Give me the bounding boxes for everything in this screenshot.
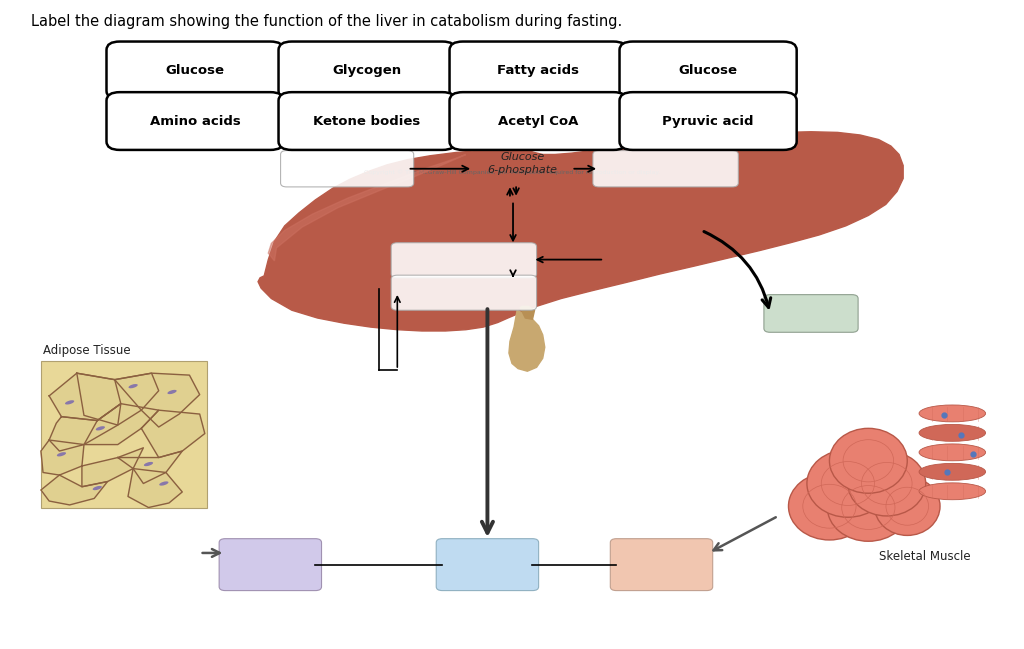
Polygon shape <box>509 310 545 371</box>
Polygon shape <box>268 154 466 261</box>
FancyBboxPatch shape <box>391 275 537 310</box>
Text: Glucose: Glucose <box>166 64 224 77</box>
FancyBboxPatch shape <box>764 295 858 332</box>
Ellipse shape <box>143 462 154 466</box>
Text: Acetyl CoA: Acetyl CoA <box>498 114 579 128</box>
FancyBboxPatch shape <box>620 42 797 99</box>
Polygon shape <box>49 373 121 421</box>
Polygon shape <box>84 404 159 445</box>
Ellipse shape <box>920 405 985 422</box>
Ellipse shape <box>920 463 985 480</box>
FancyBboxPatch shape <box>281 151 414 187</box>
Text: Ketone bodies: Ketone bodies <box>313 114 421 128</box>
Text: Label the diagram showing the function of the liver in catabolism during fasting: Label the diagram showing the function o… <box>31 14 622 29</box>
FancyBboxPatch shape <box>41 361 207 508</box>
FancyBboxPatch shape <box>593 151 738 187</box>
FancyBboxPatch shape <box>391 243 537 278</box>
Text: Pyruvic acid: Pyruvic acid <box>663 114 754 128</box>
Polygon shape <box>77 373 159 425</box>
Ellipse shape <box>920 424 985 441</box>
Text: Glycogen: Glycogen <box>333 64 401 77</box>
Ellipse shape <box>829 428 907 493</box>
Polygon shape <box>128 469 182 508</box>
FancyBboxPatch shape <box>620 92 797 150</box>
Ellipse shape <box>167 390 177 394</box>
Text: Copyright © The McGraw-Hill Companies, Inc. Permission required for reproduction: Copyright © The McGraw-Hill Companies, I… <box>364 169 660 175</box>
FancyBboxPatch shape <box>106 42 284 99</box>
FancyBboxPatch shape <box>106 92 284 150</box>
Ellipse shape <box>92 486 102 490</box>
Polygon shape <box>41 475 108 505</box>
FancyBboxPatch shape <box>279 42 456 99</box>
Ellipse shape <box>874 477 940 535</box>
Text: Fatty acids: Fatty acids <box>497 64 580 77</box>
Ellipse shape <box>159 482 169 485</box>
Polygon shape <box>49 404 121 451</box>
Ellipse shape <box>65 400 75 404</box>
Polygon shape <box>141 410 205 458</box>
Ellipse shape <box>128 384 138 388</box>
Ellipse shape <box>788 472 870 540</box>
FancyBboxPatch shape <box>450 92 627 150</box>
Polygon shape <box>258 132 903 331</box>
Ellipse shape <box>920 444 985 461</box>
Polygon shape <box>115 373 200 427</box>
Ellipse shape <box>56 452 67 456</box>
Ellipse shape <box>848 451 926 516</box>
FancyBboxPatch shape <box>219 539 322 591</box>
Polygon shape <box>520 306 535 319</box>
Polygon shape <box>82 448 143 487</box>
FancyBboxPatch shape <box>610 539 713 591</box>
Text: Adipose Tissue: Adipose Tissue <box>43 344 131 357</box>
Ellipse shape <box>95 426 105 430</box>
Text: Glucose: Glucose <box>679 64 737 77</box>
FancyBboxPatch shape <box>279 92 456 150</box>
Text: Amino acids: Amino acids <box>150 114 241 128</box>
Polygon shape <box>41 440 84 475</box>
Ellipse shape <box>807 450 889 517</box>
Text: Skeletal Muscle: Skeletal Muscle <box>879 550 970 563</box>
FancyBboxPatch shape <box>450 42 627 99</box>
FancyBboxPatch shape <box>436 539 539 591</box>
Ellipse shape <box>827 474 909 541</box>
Polygon shape <box>118 451 182 484</box>
Ellipse shape <box>920 483 985 500</box>
Text: Glucose
6-phosphate: Glucose 6-phosphate <box>487 153 557 175</box>
